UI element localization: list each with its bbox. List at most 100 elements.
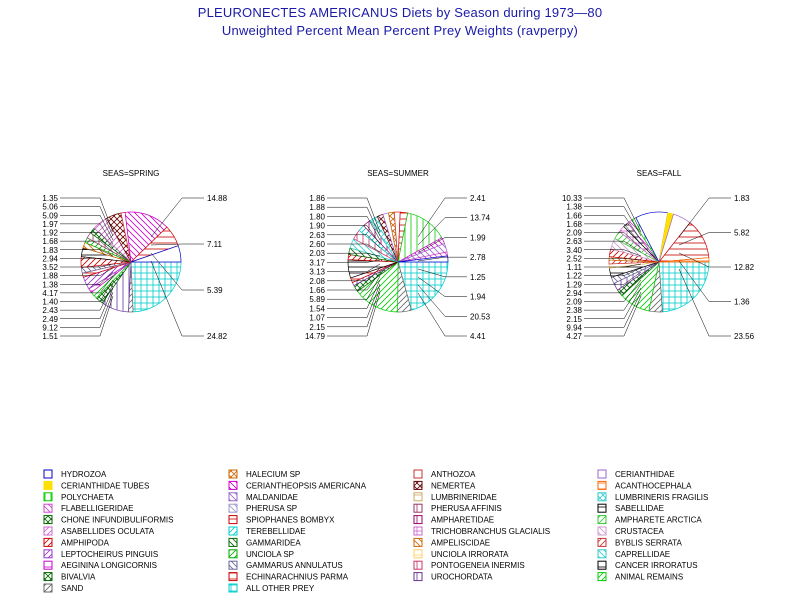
leader-line (584, 275, 642, 294)
legend-swatch (597, 537, 607, 547)
slice-value-label: 2.43 (42, 306, 58, 315)
leader-line (60, 223, 114, 245)
leader-line (327, 197, 381, 233)
leader-line (60, 283, 114, 311)
legend-swatch (228, 480, 238, 490)
pie-title: SEAS=SUMMER (367, 169, 429, 178)
legend-swatch (228, 549, 238, 559)
leader-line (584, 240, 642, 253)
legend-swatch (228, 583, 238, 593)
slice-value-label: 2.94 (42, 254, 58, 263)
leader-line (417, 284, 467, 317)
leader-line (60, 249, 114, 257)
legend-swatch (597, 480, 607, 490)
legend-label: PHERUSA AFFINIS (431, 504, 502, 513)
legend-entry-chone-infundibuliformis: CHONE INFUNDIBULIFORMIS (43, 515, 173, 525)
slice-value-label: 10.33 (562, 194, 583, 203)
legend-label: FLABELLIGERIDAE (61, 504, 133, 513)
legend-entry-spiophanes-bombyx: SPIOPHANES BOMBYX (228, 515, 335, 525)
slice-value-label: 1.86 (309, 194, 325, 203)
legend-swatch (43, 515, 53, 525)
slice-value-label: 1.83 (734, 194, 750, 203)
legend-entry-animal-remains: ANIMAL REMAINS (597, 572, 683, 582)
leader-line (327, 271, 381, 291)
legend-entry-amphipoda: AMPHIPODA (43, 537, 110, 547)
slice-value-label: 5.09 (42, 211, 58, 220)
pie-title: SEAS=FALL (637, 169, 682, 178)
slice-value-label: 1.35 (42, 194, 58, 203)
legend-entry-gammaridea: GAMMARIDEA (228, 537, 301, 547)
legend-entry-bivalvia: BIVALVIA (43, 572, 96, 582)
legend-entry-polychaeta: POLYCHAETA (43, 492, 114, 502)
legend-label: HYDROZOA (61, 470, 107, 479)
legend-entry-halecium-sp: HALECIUM SP (228, 469, 300, 479)
slice-value-label: 2.09 (566, 298, 582, 307)
legend-swatch (413, 537, 423, 547)
leader-line (327, 287, 381, 328)
legend-swatch (43, 469, 53, 479)
legend-entry-trichobranchus-glacialis: TRICHOBRANCHUS GLACIALIS (413, 526, 550, 536)
leader-line (327, 267, 381, 282)
legend-entry-flabelligeridae: FLABELLIGERIDAE (43, 503, 133, 513)
pie-chart-seas-fall: SEAS=FALL10.331.381.661.682.092.633.402.… (562, 169, 755, 341)
leader-line (584, 287, 642, 319)
legend-entry-caprellidae: CAPRELLIDAE (597, 549, 670, 559)
slice-value-label: 3.13 (309, 268, 325, 277)
leader-line (584, 232, 642, 249)
legend-swatch (413, 503, 423, 513)
slice-value-label: 1.94 (470, 293, 486, 302)
legend-entry-pherusa-affinis: PHERUSA AFFINIS (413, 503, 502, 513)
slice-value-label: 5.82 (734, 229, 750, 238)
legend-label: ACANTHOCEPHALA (615, 481, 692, 490)
legend-swatch (597, 572, 607, 582)
legend-label: ANTHOZOA (431, 470, 476, 479)
legend-swatch (43, 526, 53, 536)
slice-value-label: 1.54 (309, 304, 325, 313)
slice-value-label: 5.89 (309, 295, 325, 304)
legend-swatch (228, 572, 238, 582)
slice-value-label: 2.63 (566, 237, 582, 246)
title-line-1: PLEURONECTES AMERICANUS Diets by Season … (197, 5, 603, 20)
slice-value-label: 2.41 (470, 194, 486, 203)
legend-swatch (597, 526, 607, 536)
legend-swatch (597, 560, 607, 570)
legend-entry-aeginina-longicornis: AEGININA LONGICORNIS (43, 560, 157, 570)
leader-line (150, 252, 204, 291)
leader-line (678, 197, 731, 238)
legend-swatch (413, 572, 423, 582)
leader-line (417, 276, 467, 297)
slice-value-label: 24.82 (207, 332, 228, 341)
slice-value-label: 1.92 (42, 229, 58, 238)
slice-value-label: 2.15 (566, 315, 582, 324)
legend-entry-crustacea: CRUSTACEA (597, 526, 664, 536)
legend-entry-urochordata: UROCHORDATA (413, 572, 493, 582)
slice-value-label: 9.12 (42, 323, 58, 332)
slice-value-label: 2.15 (309, 323, 325, 332)
leader-line (584, 197, 642, 233)
leader-line (60, 275, 114, 294)
legend-entry-cerianthidae-tubes: CERIANTHIDAE TUBES (43, 480, 149, 490)
leader-line (60, 263, 114, 268)
legend-label: CERIANTHEOPSIS AMERICANA (246, 481, 367, 490)
leader-line (584, 206, 642, 237)
pie-slice-all-other-prey (130, 261, 182, 313)
legend-entry-sabellidae: SABELLIDAE (597, 503, 664, 513)
leader-line (417, 268, 467, 278)
legend-label: SPIOPHANES BOMBYX (246, 516, 335, 525)
legend-label: CERIANTHIDAE (615, 470, 675, 479)
leader-line (584, 267, 642, 276)
legend-label: AMPELISCIDAE (431, 538, 490, 547)
slice-value-label: 1.36 (734, 298, 750, 307)
legend-entry-nemertea: NEMERTEA (413, 480, 476, 490)
legend-swatch (413, 526, 423, 536)
slice-value-label: 1.22 (566, 272, 582, 281)
slice-value-label: 3.40 (566, 246, 582, 255)
slice-value-label: 1.90 (309, 222, 325, 231)
legend-label: AEGININA LONGICORNIS (61, 561, 157, 570)
pie-slice-hydrozoa (397, 255, 449, 263)
leader-line (60, 287, 114, 319)
slice-value-label: 1.68 (566, 220, 582, 229)
leader-line (60, 267, 114, 276)
legend-swatch (228, 469, 238, 479)
legend-entry-anthozoa: ANTHOZOA (413, 469, 476, 479)
